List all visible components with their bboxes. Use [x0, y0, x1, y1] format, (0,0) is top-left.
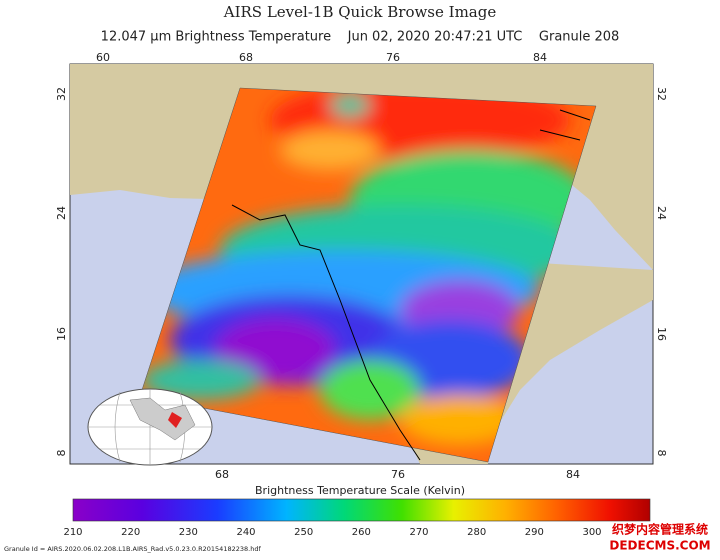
map [69, 63, 654, 466]
lon-label: 76 [391, 468, 405, 481]
colorbar-tick-label: 270 [409, 527, 428, 538]
watermark-name: 织梦内容管理系统 [612, 522, 708, 537]
colorbar-tick-label: 290 [525, 527, 544, 538]
subtitle: 12.047 µm Brightness Temperature Jun 02,… [101, 30, 620, 45]
colorbar-tick-label: 230 [179, 527, 198, 538]
lon-label: 68 [239, 51, 253, 64]
granule-id: Granule Id = AIRS.2020.06.02.208.L1B.AIR… [4, 545, 261, 553]
lat-label: 16 [55, 327, 68, 341]
colorbar [72, 498, 651, 522]
title: AIRS Level-1B Quick Browse Image [223, 3, 497, 21]
watermark-url: DEDECMS.COM [609, 539, 710, 553]
lon-label: 84 [533, 51, 547, 64]
lat-label: 32 [55, 87, 68, 101]
lon-label: 68 [215, 468, 229, 481]
colorbar-tick-label: 250 [294, 527, 313, 538]
colorbar-label: Brightness Temperature Scale (Kelvin) [255, 484, 465, 497]
lat-label: 24 [655, 206, 668, 220]
lon-label: 84 [566, 468, 580, 481]
lon-label: 76 [386, 51, 400, 64]
lat-label: 8 [55, 450, 68, 457]
lat-label: 8 [655, 450, 668, 457]
colorbar-tick-label: 210 [63, 527, 82, 538]
lon-label: 60 [96, 51, 110, 64]
swath [140, 88, 596, 462]
colorbar-tick-label: 260 [352, 527, 371, 538]
lat-label: 24 [55, 206, 68, 220]
colorbar-tick-label: 220 [121, 527, 140, 538]
colorbar-tick-label: 280 [467, 527, 486, 538]
lat-label: 16 [655, 327, 668, 341]
lat-label: 32 [655, 87, 668, 101]
colorbar-tick-label: 300 [582, 527, 601, 538]
colorbar-tick-label: 240 [236, 527, 255, 538]
inset-globe [87, 388, 213, 466]
